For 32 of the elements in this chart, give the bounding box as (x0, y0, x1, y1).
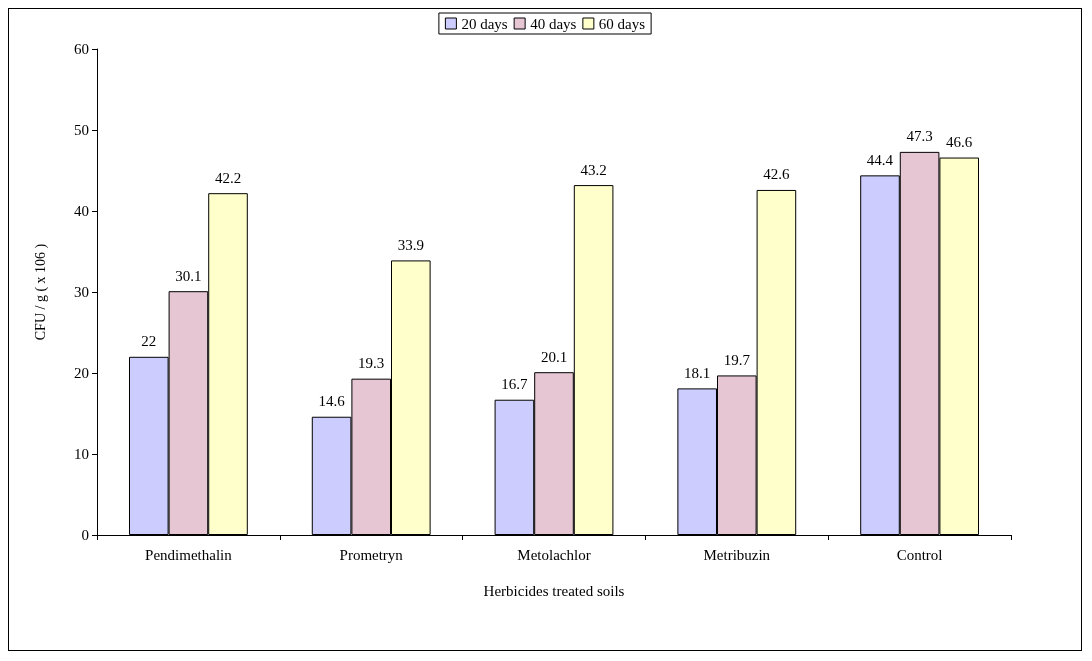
x-tick-label: Metolachlor (517, 546, 591, 563)
y-tick-label: 20 (74, 365, 89, 381)
data-label: 44.4 (866, 151, 894, 168)
y-tick-label: 50 (74, 122, 89, 138)
y-tick-label: 10 (74, 446, 89, 462)
x-tick-label: Control (896, 546, 943, 563)
data-label: 47.3 (906, 128, 933, 145)
data-label: 43.2 (580, 161, 607, 178)
y-tick-label: 0 (81, 527, 89, 543)
y-tick-label: 40 (74, 203, 89, 219)
y-tick-label: 60 (74, 41, 89, 57)
data-label: 30.1 (175, 267, 202, 284)
x-tick-label: Prometryn (339, 546, 404, 563)
y-tick-label: 30 (74, 284, 89, 300)
data-label: 22 (141, 333, 157, 350)
data-label: 42.6 (763, 166, 791, 183)
x-tick-label: Pendimethalin (145, 546, 233, 563)
data-label: 16.7 (501, 376, 529, 393)
legend-label: 40 days (530, 15, 577, 32)
x-tick-label: Metribuzin (703, 546, 771, 563)
legend-label: 60 days (598, 15, 646, 32)
data-label: 19.3 (358, 355, 385, 372)
data-label: 33.9 (397, 236, 424, 253)
data-label: 20.1 (540, 348, 568, 365)
legend-label: 20 days (461, 15, 508, 32)
data-label: 46.6 (946, 134, 973, 151)
data-label: 18.1 (684, 364, 711, 381)
data-label: 14.6 (318, 393, 346, 410)
y-axis-title: CFU / g ( x 106 ) (32, 243, 49, 341)
data-label: 42.2 (214, 169, 242, 186)
x-axis-title: Herbicides treated soils (483, 582, 625, 599)
data-label: 19.7 (723, 351, 751, 368)
